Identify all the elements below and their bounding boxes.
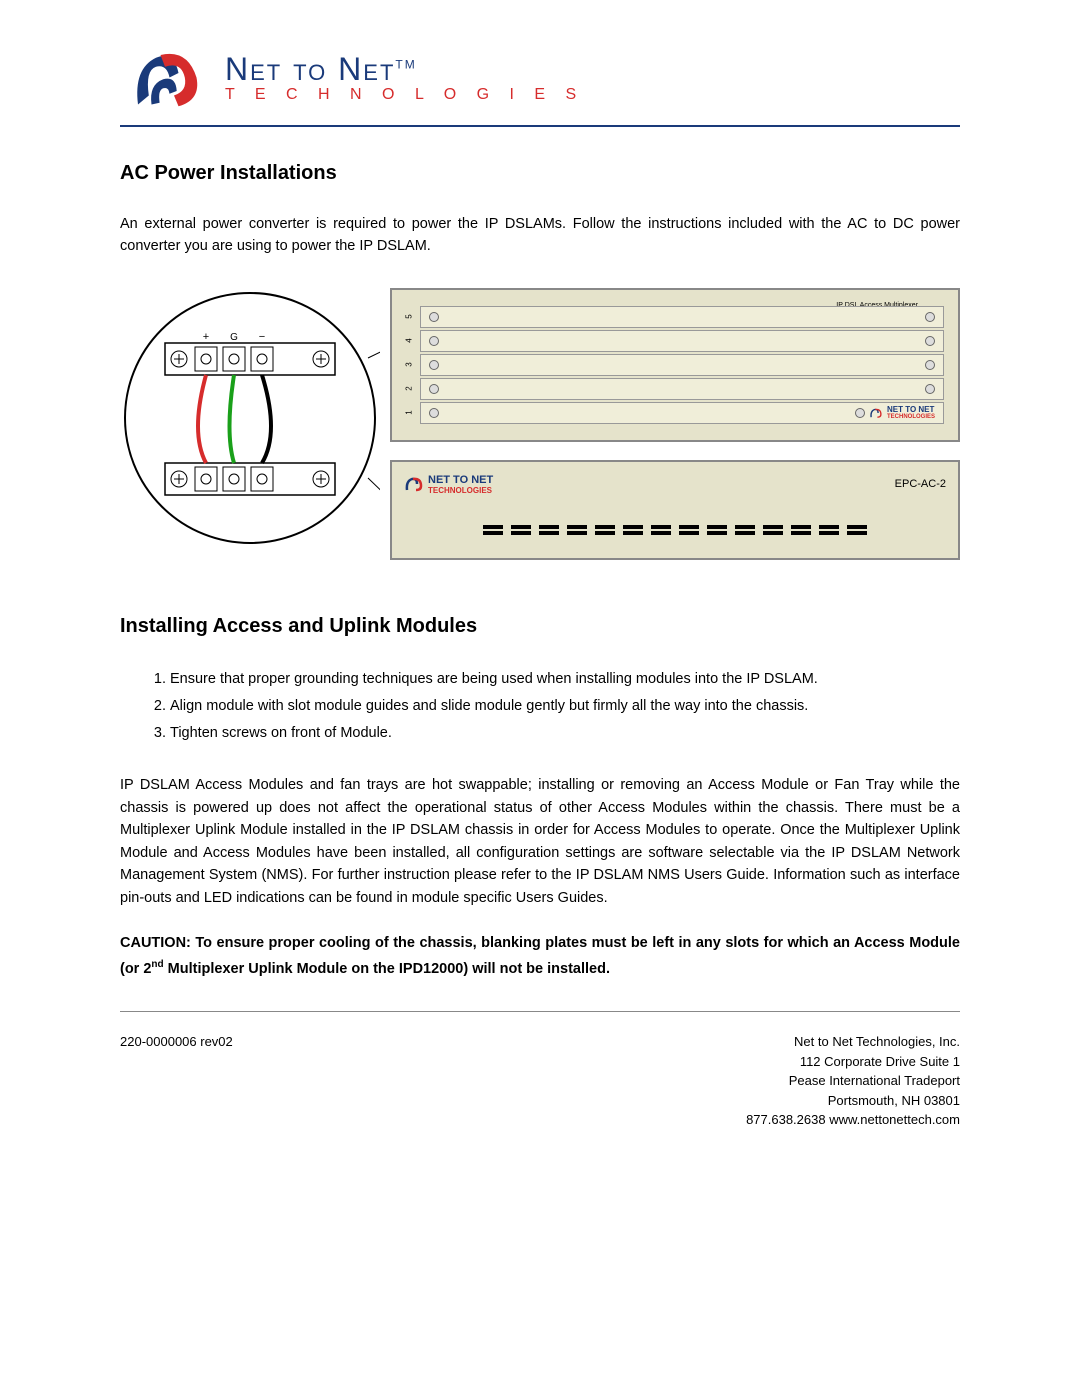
- ip-dslam-chassis: IP DSL Access Multiplexer IPD4000 5 4 3 …: [390, 288, 960, 442]
- document-page: Net to NetTM T E C H N O L O G I E S AC …: [0, 0, 1080, 1180]
- mini-brand-sub: TECHNOLOGIES: [428, 486, 493, 495]
- chassis-slot: 4: [420, 330, 944, 352]
- terminal-zoom-circle: + G −: [120, 288, 380, 548]
- brand-logo-mark: [120, 40, 210, 115]
- slot-number: 1: [405, 411, 414, 415]
- slot-brand-badge: NET TO NETTECHNOLOGIES: [855, 405, 935, 420]
- slot-number: 5: [405, 315, 414, 319]
- power-model-label: EPC-AC-2: [895, 478, 946, 490]
- mini-brand-sub: TECHNOLOGIES: [887, 414, 935, 420]
- screw-hole-icon: [855, 408, 865, 418]
- vent-row: [404, 525, 946, 539]
- caution-label: CAUTION:: [120, 935, 191, 951]
- mini-logo-icon: [404, 476, 424, 492]
- screw-hole-icon: [429, 360, 439, 370]
- screw-hole-icon: [925, 360, 935, 370]
- footer-doc-id: 220-0000006 rev02: [120, 1032, 233, 1130]
- vent-icon: [483, 525, 503, 539]
- section-title-installing-modules: Installing Access and Uplink Modules: [120, 615, 960, 638]
- page-header: Net to NetTM T E C H N O L O G I E S: [120, 40, 960, 127]
- page-footer: 220-0000006 rev02 Net to Net Technologie…: [120, 1011, 960, 1130]
- mini-brand-top: NET TO NET: [428, 474, 493, 486]
- power-converter-chassis: NET TO NETTECHNOLOGIES EPC-AC-2: [390, 460, 960, 560]
- footer-contact: Net to Net Technologies, Inc. 112 Corpor…: [746, 1032, 960, 1130]
- screw-hole-icon: [429, 384, 439, 394]
- caution-text-2: Multiplexer Uplink Module on the IPD1200…: [164, 961, 610, 977]
- svg-text:−: −: [259, 331, 265, 343]
- vent-icon: [623, 525, 643, 539]
- screw-hole-icon: [429, 312, 439, 322]
- vent-icon: [819, 525, 839, 539]
- vent-icon: [539, 525, 559, 539]
- modules-paragraph: IP DSLAM Access Modules and fan trays ar…: [120, 774, 960, 909]
- brand-logo: Net to NetTM T E C H N O L O G I E S: [120, 40, 960, 115]
- install-step: Align module with slot module guides and…: [170, 693, 960, 720]
- mini-brand-text: NET TO NETTECHNOLOGIES: [887, 405, 935, 420]
- install-step: Ensure that proper grounding techniques …: [170, 666, 960, 693]
- screw-hole-icon: [429, 408, 439, 418]
- vent-icon: [511, 525, 531, 539]
- svg-text:G: G: [230, 332, 238, 343]
- mini-logo-icon: [869, 407, 883, 419]
- caution-superscript: nd: [151, 959, 163, 970]
- screw-hole-icon: [429, 336, 439, 346]
- footer-phone-web: 877.638.2638 www.nettonettech.com: [746, 1110, 960, 1130]
- mini-brand-top: NET TO NET: [887, 405, 934, 414]
- chassis-stack: IP DSL Access Multiplexer IPD4000 5 4 3 …: [390, 288, 960, 560]
- mini-brand-text: NET TO NETTECHNOLOGIES: [428, 474, 493, 495]
- power-chassis-header: NET TO NETTECHNOLOGIES EPC-AC-2: [404, 474, 946, 495]
- vent-icon: [707, 525, 727, 539]
- vent-icon: [847, 525, 867, 539]
- screw-hole-icon: [925, 336, 935, 346]
- vent-icon: [567, 525, 587, 539]
- chassis-slot: 3: [420, 354, 944, 376]
- slot-number: 2: [405, 387, 414, 391]
- brand-subtitle: T E C H N O L O G I E S: [225, 86, 584, 104]
- power-brand-badge: NET TO NETTECHNOLOGIES: [404, 474, 493, 495]
- vent-icon: [651, 525, 671, 539]
- caution-paragraph: CAUTION: To ensure proper cooling of the…: [120, 931, 960, 981]
- brand-name-text: Net to Net: [225, 51, 395, 87]
- chassis-slot: 2: [420, 378, 944, 400]
- svg-text:+: +: [203, 331, 209, 343]
- vent-icon: [791, 525, 811, 539]
- vent-icon: [595, 525, 615, 539]
- install-steps-list: Ensure that proper grounding techniques …: [170, 666, 960, 746]
- screw-hole-icon: [925, 384, 935, 394]
- trademark-symbol: TM: [395, 57, 416, 71]
- brand-logo-text: Net to NetTM T E C H N O L O G I E S: [225, 51, 584, 104]
- ac-power-paragraph: An external power converter is required …: [120, 213, 960, 258]
- vent-icon: [763, 525, 783, 539]
- footer-addr2: Pease International Tradeport: [746, 1071, 960, 1091]
- install-step: Tighten screws on front of Module.: [170, 720, 960, 747]
- screw-hole-icon: [925, 312, 935, 322]
- brand-name: Net to NetTM: [225, 51, 584, 88]
- vent-icon: [735, 525, 755, 539]
- slot-number: 3: [405, 363, 414, 367]
- installation-diagram: + G −: [120, 288, 960, 560]
- chassis-slot: 1 NET TO NETTECHNOLOGIES: [420, 402, 944, 424]
- footer-addr3: Portsmouth, NH 03801: [746, 1091, 960, 1111]
- section-title-ac-power: AC Power Installations: [120, 162, 960, 185]
- footer-addr1: 112 Corporate Drive Suite 1: [746, 1052, 960, 1072]
- slot-number: 4: [405, 339, 414, 343]
- chassis-slot: 5: [420, 306, 944, 328]
- vent-icon: [679, 525, 699, 539]
- footer-company: Net to Net Technologies, Inc.: [746, 1032, 960, 1052]
